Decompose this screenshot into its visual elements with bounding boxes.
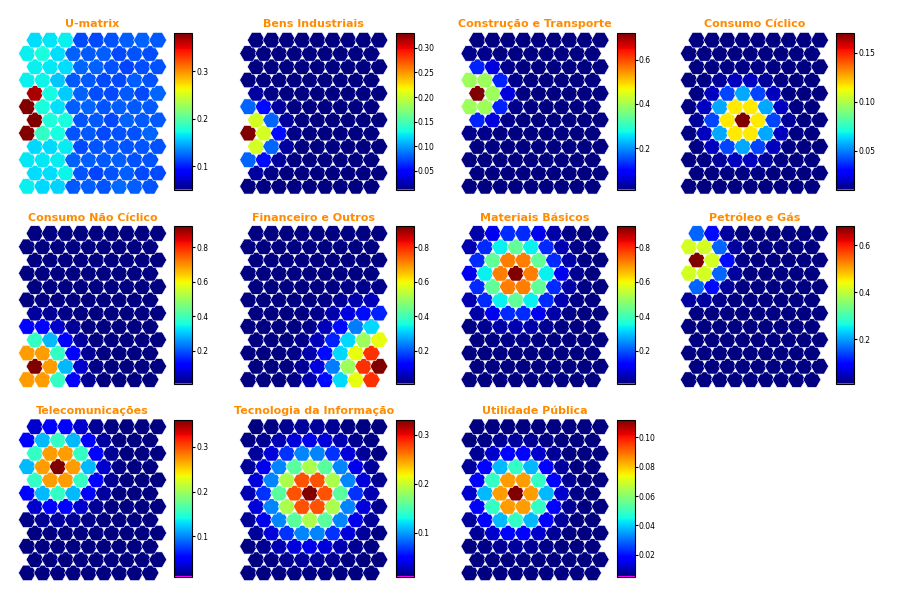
Title: U-matrix: U-matrix bbox=[65, 19, 120, 30]
Title: Tecnologia da Informação: Tecnologia da Informação bbox=[234, 406, 393, 416]
Title: Financeiro e Outros: Financeiro e Outros bbox=[252, 213, 375, 223]
Title: Materiais Básicos: Materiais Básicos bbox=[480, 213, 589, 223]
Title: Bens Industriais: Bens Industriais bbox=[263, 19, 364, 30]
Title: Utilidade Pública: Utilidade Pública bbox=[482, 406, 587, 416]
Title: Consumo Cíclico: Consumo Cíclico bbox=[703, 19, 805, 30]
Title: Consumo Não Cíclico: Consumo Não Cíclico bbox=[28, 213, 157, 223]
Title: Telecomunicações: Telecomunicações bbox=[36, 406, 149, 416]
Title: Construção e Transporte: Construção e Transporte bbox=[457, 19, 612, 30]
Title: Petróleo e Gás: Petróleo e Gás bbox=[708, 213, 799, 223]
